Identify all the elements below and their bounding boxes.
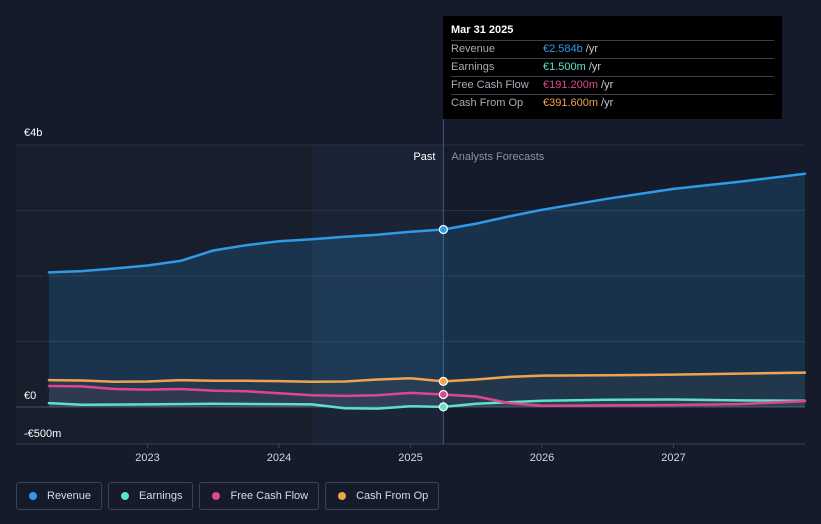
tooltip-unit: /yr xyxy=(601,79,614,91)
series-line-earnings xyxy=(47,398,807,410)
legend-item-earnings[interactable]: Earnings xyxy=(108,482,194,510)
tooltip-row-revenue: Revenue €2.584b /yr xyxy=(451,40,774,58)
tooltip-unit: /yr xyxy=(588,61,602,73)
tooltip-value: €2.584b xyxy=(543,43,583,55)
tooltip-value: €191.200m xyxy=(543,79,599,91)
tooltip-value: €1.500m xyxy=(543,61,586,73)
data-point-free-cash-flow xyxy=(438,389,448,400)
tooltip-label: Cash From Op xyxy=(451,97,524,109)
x-tick-label: 2024 xyxy=(267,452,291,464)
tooltip: Mar 31 2025 Revenue €2.584b /yr Earnings… xyxy=(443,16,782,119)
tooltip-unit: /yr xyxy=(585,43,598,55)
legend-dot-icon xyxy=(121,492,130,500)
legend-label: Revenue xyxy=(47,490,92,502)
legend-label: Free Cash Flow xyxy=(230,490,309,502)
legend-label: Earnings xyxy=(139,490,183,502)
x-tick-label: 2027 xyxy=(661,452,685,464)
legend-item-free-cash-flow[interactable]: Free Cash Flow xyxy=(199,482,320,510)
legend-dot-icon xyxy=(29,492,37,500)
tooltip-label: Revenue xyxy=(451,43,496,55)
tooltip-label: Free Cash Flow xyxy=(451,79,529,91)
series-line-free-cash-flow xyxy=(47,384,807,407)
y-tick-label: €4b xyxy=(24,127,42,139)
x-tick-label: 2025 xyxy=(398,452,422,464)
tooltip-row-earnings: Earnings €1.500m /yr xyxy=(451,58,774,76)
series-line-cash-from-op xyxy=(47,371,807,384)
x-tick-label: 2023 xyxy=(135,452,159,464)
legend: Revenue Earnings Free Cash Flow Cash Fro… xyxy=(16,482,440,510)
legend-item-revenue[interactable]: Revenue xyxy=(16,482,103,510)
legend-label: Cash From Op xyxy=(356,490,429,502)
data-point-earnings xyxy=(438,402,448,412)
y-tick-label: -€500m xyxy=(24,428,61,440)
legend-dot-icon xyxy=(338,492,347,500)
past-region xyxy=(16,145,312,444)
forecast-region xyxy=(443,145,805,444)
data-point-cash-from-op xyxy=(438,376,448,386)
tooltip-date: Mar 31 2025 xyxy=(451,24,514,36)
series-area-revenue xyxy=(48,173,805,407)
forecast-label: Analysts Forecasts xyxy=(451,151,544,163)
legend-item-cash-from-op[interactable]: Cash From Op xyxy=(325,482,440,510)
x-tick-label: 2026 xyxy=(530,452,554,464)
tooltip-row-cash-from-op: Cash From Op €391.600m /yr xyxy=(451,94,774,112)
series-line-revenue xyxy=(47,172,807,274)
legend-dot-icon xyxy=(212,492,221,500)
tooltip-label: Earnings xyxy=(451,61,495,73)
data-point-revenue xyxy=(438,224,448,235)
tooltip-unit: /yr xyxy=(601,97,614,109)
tooltip-row-free-cash-flow: Free Cash Flow €191.200m /yr xyxy=(451,76,774,94)
y-tick-label: €0 xyxy=(24,390,36,402)
tooltip-value: €391.600m xyxy=(543,97,599,109)
past-label: Past xyxy=(413,151,435,163)
